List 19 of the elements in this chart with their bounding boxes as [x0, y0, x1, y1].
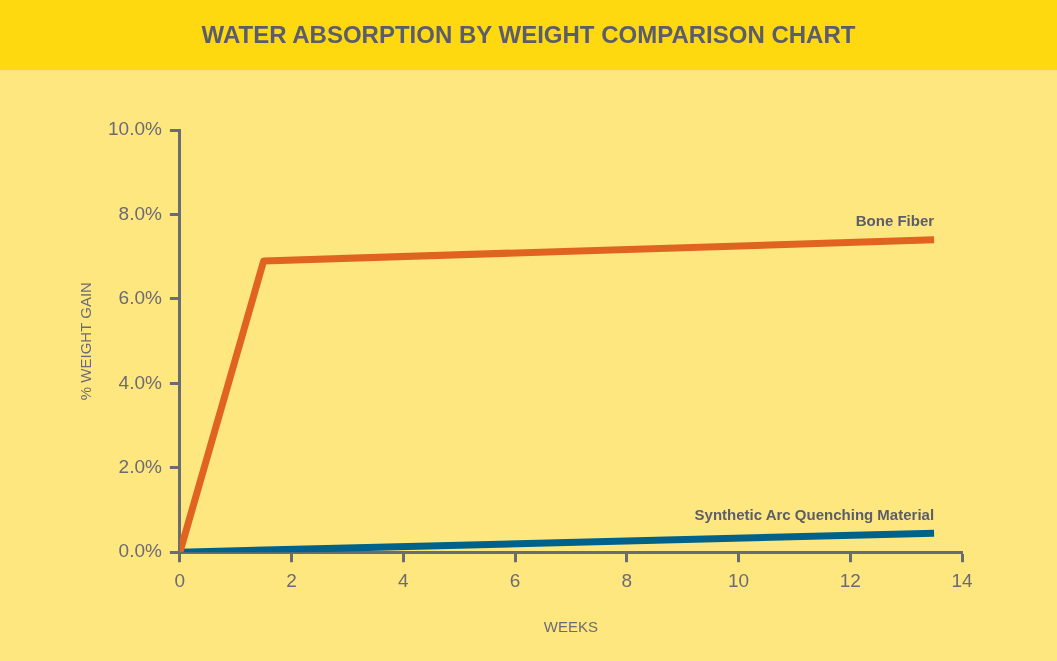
x-tick-label: 2	[286, 569, 297, 591]
y-tick-label: 10.0%	[108, 118, 162, 140]
y-tick-label: 0.0%	[118, 540, 162, 562]
y-axis-title: % WEIGHT GAIN	[77, 282, 95, 401]
x-axis-title: WEEKS	[543, 618, 599, 636]
y-tick-label: 2.0%	[118, 455, 162, 477]
series-label: Bone Fiber	[855, 212, 935, 230]
y-tick-label: 4.0%	[118, 371, 162, 393]
series-label: Synthetic Arc Quenching Material	[694, 505, 935, 523]
x-tick-label: 14	[951, 569, 973, 591]
y-tick-label: 8.0%	[118, 202, 162, 224]
x-tick-label: 4	[398, 569, 410, 591]
x-tick-label: 8	[621, 569, 633, 591]
x-tick-label: 6	[509, 569, 521, 591]
y-tick-label: 6.0%	[118, 287, 162, 309]
x-tick-label: 10	[727, 569, 750, 591]
x-tick-label: 0	[174, 569, 186, 591]
x-tick-label: 12	[839, 569, 861, 591]
chart-title: WATER ABSORPTION BY WEIGHT COMPARISON CHART	[201, 21, 856, 49]
